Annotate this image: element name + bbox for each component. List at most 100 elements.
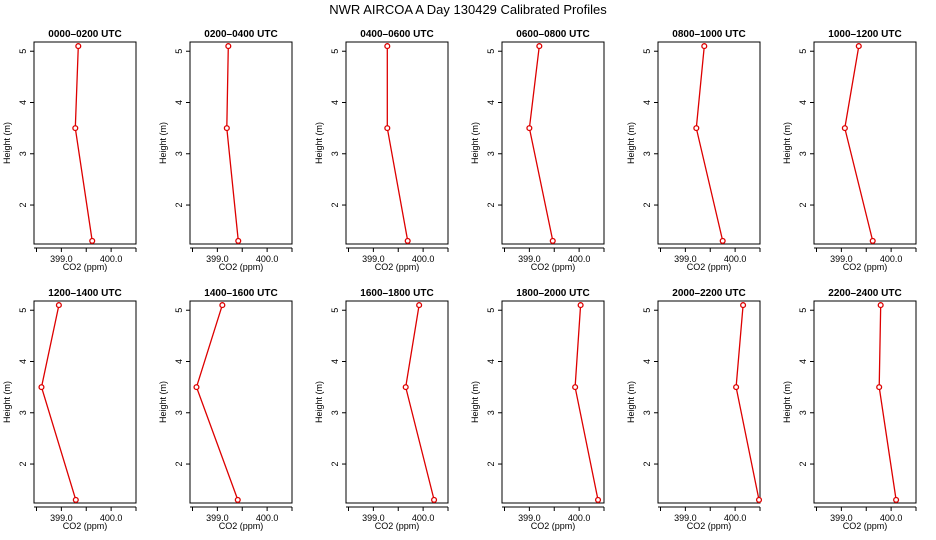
- data-point: [384, 43, 391, 50]
- profile-line: [844, 45, 874, 242]
- plot-frame: [501, 300, 605, 504]
- y-tick-label: 4: [18, 100, 28, 105]
- panel-title: 1400–1600 UTC: [204, 288, 277, 299]
- y-tick-label: 5: [18, 308, 28, 313]
- y-axis-label: Height (m): [2, 381, 12, 423]
- y-axis-label: Height (m): [2, 122, 12, 164]
- y-axis-label: Height (m): [626, 381, 636, 423]
- data-point: [701, 43, 708, 50]
- x-tick-label: 400.0: [568, 513, 591, 523]
- y-tick-label: 4: [330, 100, 340, 105]
- panel-title: 2200–2400 UTC: [828, 288, 901, 299]
- panel-title: 0600–0800 UTC: [516, 29, 589, 40]
- y-tick-label: 2: [642, 462, 652, 467]
- x-tick-label: 399.0: [830, 254, 853, 264]
- data-point: [869, 237, 876, 244]
- y-tick-label: 5: [18, 49, 28, 54]
- plot-frame: [33, 41, 137, 245]
- y-tick-label: 2: [174, 203, 184, 208]
- plot-frame: [345, 41, 449, 245]
- plot-frame: [813, 300, 917, 504]
- y-tick-label: 3: [642, 410, 652, 415]
- x-axis-label: CO2 (ppm): [63, 521, 108, 531]
- y-tick-label: 5: [330, 49, 340, 54]
- x-tick-label: 399.0: [50, 254, 73, 264]
- data-point: [235, 237, 242, 244]
- data-point: [572, 384, 579, 391]
- data-point: [193, 384, 200, 391]
- data-point: [855, 43, 862, 50]
- x-tick-label: 399.0: [674, 254, 697, 264]
- x-tick-label: 400.0: [256, 254, 279, 264]
- x-axis-label: CO2 (ppm): [219, 521, 264, 531]
- x-tick-label: 400.0: [412, 513, 435, 523]
- data-point: [733, 384, 740, 391]
- x-axis-label: CO2 (ppm): [687, 262, 732, 272]
- profile-line: [226, 46, 239, 241]
- y-tick-label: 4: [174, 359, 184, 364]
- y-tick-label: 4: [18, 359, 28, 364]
- plot-frame: [813, 41, 917, 245]
- plot-frame: [657, 300, 761, 504]
- x-axis-label: CO2 (ppm): [375, 521, 420, 531]
- data-point: [223, 125, 230, 132]
- y-tick-label: 2: [330, 462, 340, 467]
- y-tick-label: 5: [798, 49, 808, 54]
- x-axis-label: CO2 (ppm): [843, 262, 888, 272]
- data-point: [877, 302, 884, 309]
- data-point: [577, 302, 584, 309]
- y-tick-label: 3: [642, 151, 652, 156]
- data-point: [526, 125, 533, 132]
- panel-title: 0800–1000 UTC: [672, 29, 745, 40]
- profile-line: [695, 46, 724, 242]
- panel-title: 2000–2200 UTC: [672, 288, 745, 299]
- data-point: [719, 237, 726, 244]
- y-axis-label: Height (m): [782, 122, 792, 164]
- x-tick-label: 400.0: [568, 254, 591, 264]
- page-title: NWR AIRCOA A Day 130429 Calibrated Profi…: [329, 2, 607, 17]
- y-tick-label: 2: [18, 203, 28, 208]
- data-point: [416, 302, 423, 309]
- x-tick-label: 400.0: [724, 513, 747, 523]
- y-tick-label: 2: [798, 203, 808, 208]
- y-tick-label: 3: [486, 410, 496, 415]
- plot-frame: [189, 300, 293, 504]
- y-tick-label: 2: [642, 203, 652, 208]
- x-axis-label: CO2 (ppm): [687, 521, 732, 531]
- y-axis-label: Height (m): [314, 381, 324, 423]
- data-point: [893, 496, 900, 503]
- x-axis-label: CO2 (ppm): [63, 262, 108, 272]
- x-axis-label: CO2 (ppm): [531, 262, 576, 272]
- profile-line: [574, 305, 599, 501]
- y-tick-label: 3: [18, 151, 28, 156]
- panel-title: 1200–1400 UTC: [48, 288, 121, 299]
- plot-frame: [657, 41, 761, 245]
- plot-frame: [501, 41, 605, 245]
- profile-line: [735, 305, 760, 501]
- y-tick-label: 3: [798, 410, 808, 415]
- x-tick-label: 399.0: [50, 513, 73, 523]
- data-point: [740, 302, 747, 309]
- data-point: [536, 43, 543, 50]
- y-axis-label: Height (m): [782, 381, 792, 423]
- data-point: [38, 384, 45, 391]
- y-axis-label: Height (m): [158, 122, 168, 164]
- y-tick-label: 5: [798, 308, 808, 313]
- y-tick-label: 2: [798, 462, 808, 467]
- y-tick-label: 3: [174, 151, 184, 156]
- x-tick-label: 400.0: [724, 254, 747, 264]
- x-tick-label: 400.0: [880, 513, 903, 523]
- panel-title: 1800–2000 UTC: [516, 288, 589, 299]
- x-tick-label: 399.0: [518, 513, 541, 523]
- data-point: [234, 496, 241, 503]
- panel-title: 1600–1800 UTC: [360, 288, 433, 299]
- plot-frame: [345, 300, 449, 504]
- y-tick-label: 2: [18, 462, 28, 467]
